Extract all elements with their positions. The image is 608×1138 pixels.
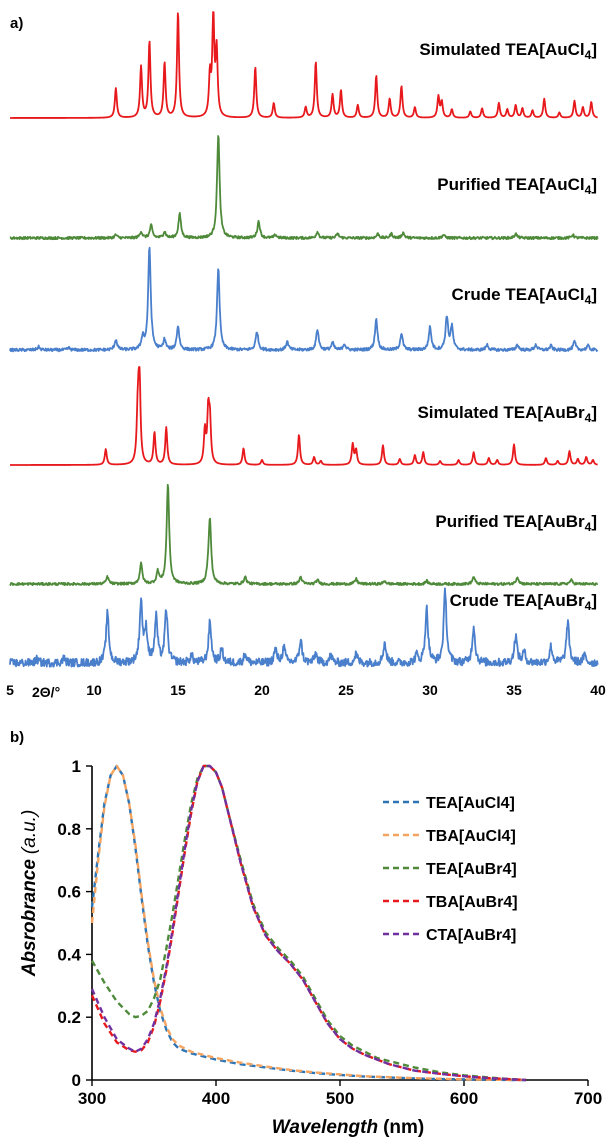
xrd-trace-label-sub: 4: [585, 411, 592, 425]
xrd-trace-label-sub: 4: [585, 293, 592, 307]
uvvis-x-tick-label: 300: [78, 1089, 106, 1108]
panel-b-label: b): [10, 729, 24, 746]
xrd-trace-label-end: ]: [591, 591, 597, 610]
xrd-trace-label-main: Crude TEA[AuCl: [451, 285, 584, 304]
xrd-panel: a) Simulated TEA[AuCl4]Purified TEA[AuCl…: [6, 11, 606, 700]
uvvis-x-tick-label: 700: [574, 1089, 602, 1108]
xrd-x-tick-label: 5: [6, 682, 14, 698]
xrd-x-tick-label: 35: [506, 682, 522, 698]
xrd-trace: [9, 11, 599, 119]
uvvis-panel: b) 300 400 500 600 700 0 0.2 0.4 0.6 0.8 1 TEA[AuC…: [10, 729, 602, 1138]
xrd-trace-label-main: Simulated TEA[AuCl: [419, 40, 584, 59]
xrd-trace-label-sub: 4: [585, 183, 592, 197]
xrd-trace-label-end: ]: [591, 175, 597, 194]
uvvis-y-axis-title: Absrobrance (a.u.): [19, 810, 40, 978]
xrd-traces: [9, 11, 599, 668]
uvvis-legend-label: CTA[AuBr4]: [426, 927, 516, 944]
uvvis-y-tick-label: 0.4: [57, 945, 81, 964]
uvvis-y-tick-label: 0: [72, 1071, 81, 1090]
uvvis-y-tick-label: 0.8: [57, 820, 81, 839]
xrd-x-tick-label: 20: [254, 682, 270, 698]
uvvis-series-line: [90, 764, 527, 1082]
uvvis-y-tick-label: 1: [72, 757, 81, 776]
uvvis-series: [90, 764, 527, 1082]
xrd-trace-label-sub: 4: [585, 48, 592, 62]
uvvis-series-line: [90, 764, 526, 1082]
xrd-x-tick-label: 25: [338, 682, 354, 698]
xrd-trace-label-end: ]: [591, 512, 597, 531]
uvvis-legend: TEA[AuCl4] TBA[AuCl4] TEA[AuBr4] TBA[AuBr4]…: [383, 795, 518, 944]
xrd-trace-label: Crude TEA[AuBr4]: [450, 591, 597, 613]
xrd-x-axis: 5 10 15 20 25 30 35 40: [6, 682, 606, 698]
xrd-trace: [9, 483, 599, 587]
xrd-trace-label: Simulated TEA[AuBr4]: [417, 403, 597, 425]
xrd-trace-label: Crude TEA[AuCl4]: [451, 285, 597, 307]
xrd-trace-label: Purified TEA[AuCl4]: [437, 175, 597, 197]
uvvis-x-tick-label: 400: [202, 1089, 230, 1108]
xrd-trace-label: Purified TEA[AuBr4]: [435, 512, 597, 534]
uvvis-x-tick-label: 500: [326, 1089, 354, 1108]
xrd-trace: [9, 246, 599, 353]
xrd-trace: [9, 366, 599, 466]
uvvis-legend-label: TBA[AuBr4]: [426, 894, 518, 911]
uvvis-y-tick-label: 0.6: [57, 883, 81, 902]
uvvis-y-axis-title-unit: (a.u.): [19, 810, 40, 854]
xrd-trace-label-main: Purified TEA[AuCl: [437, 175, 584, 194]
uvvis-y-tick-label: 0.2: [57, 1008, 81, 1027]
xrd-trace-label: Simulated TEA[AuCl4]: [419, 40, 597, 62]
xrd-trace-label-main: Simulated TEA[AuBr: [417, 403, 585, 422]
uvvis-x-axis-title: Wavelength (nm): [272, 1117, 424, 1138]
xrd-trace-labels: Simulated TEA[AuCl4]Purified TEA[AuCl4]C…: [417, 40, 597, 613]
xrd-x-axis-title: 2Θ/°: [32, 684, 60, 700]
uvvis-legend-label: TBA[AuCl4]: [426, 828, 516, 845]
xrd-trace-label-end: ]: [591, 40, 597, 59]
xrd-x-tick-label: 40: [590, 682, 606, 698]
xrd-trace-label-end: ]: [591, 403, 597, 422]
xrd-trace: [9, 135, 599, 241]
uvvis-y-axis-title-main: Absrobrance: [19, 859, 40, 978]
xrd-trace-label-sub: 4: [585, 520, 592, 534]
uvvis-series-line: [90, 764, 527, 1082]
uvvis-legend-label: TEA[AuCl4]: [426, 795, 515, 812]
xrd-x-tick-label: 15: [170, 682, 186, 698]
uvvis-legend-label: TEA[AuBr4]: [426, 861, 517, 878]
xrd-x-tick-label: 30: [422, 682, 438, 698]
xrd-trace: [9, 587, 599, 668]
panel-a-label: a): [10, 15, 23, 32]
xrd-trace-label-end: ]: [591, 285, 597, 304]
xrd-x-tick-label: 10: [86, 682, 102, 698]
uvvis-x-axis-title-unit: (nm): [383, 1117, 424, 1138]
xrd-trace-label-main: Purified TEA[AuBr: [435, 512, 585, 531]
xrd-trace-label-main: Crude TEA[AuBr: [450, 591, 585, 610]
uvvis-x-tick-label: 600: [450, 1089, 478, 1108]
uvvis-axes: 300 400 500 600 700 0 0.2 0.4 0.6 0.8 1: [57, 757, 602, 1108]
xrd-trace-label-sub: 4: [585, 599, 592, 613]
uvvis-x-axis-title-main: Wavelength: [272, 1117, 378, 1138]
